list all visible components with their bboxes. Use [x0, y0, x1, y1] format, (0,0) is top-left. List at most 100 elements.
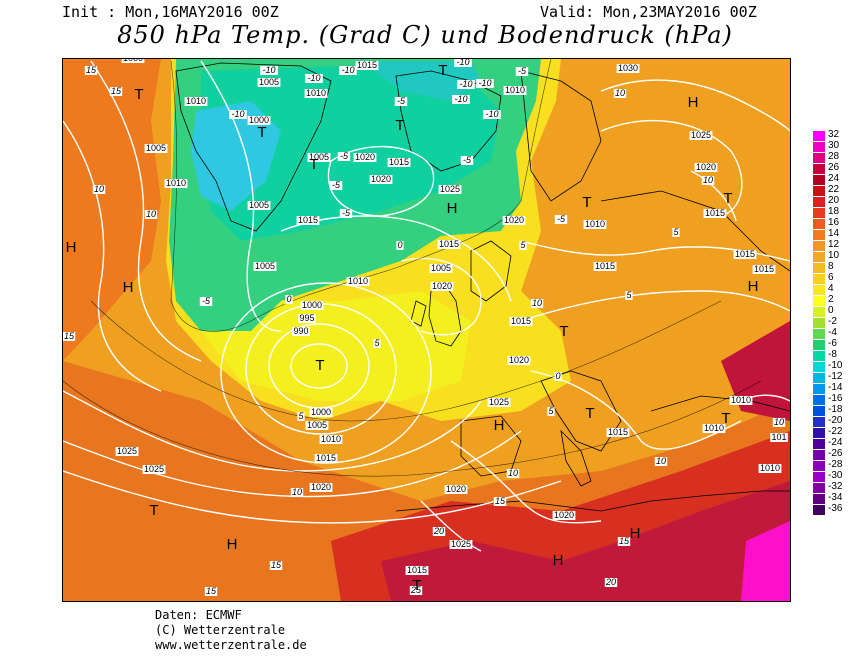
- temperature-label: 15: [63, 331, 76, 341]
- temperature-label: -10: [452, 94, 470, 104]
- map-title: 850 hPa Temp. (Grad C) und Bodendruck (h…: [117, 21, 733, 49]
- svg-text:-5: -5: [397, 96, 406, 106]
- temperature-label: -10: [483, 109, 501, 119]
- scale-label: -32: [828, 481, 843, 492]
- svg-text:1010: 1010: [348, 276, 368, 286]
- svg-text:0: 0: [286, 294, 291, 304]
- scale-swatch: [813, 208, 825, 218]
- temperature-label: 10: [530, 298, 544, 308]
- temperature-label: -10: [454, 59, 472, 67]
- scale-swatch: [813, 153, 825, 163]
- scale-label: 30: [828, 140, 840, 151]
- pressure-label: 1030: [616, 63, 640, 73]
- pressure-label: 1015: [387, 157, 411, 167]
- low-pressure-marker: T: [438, 62, 447, 79]
- pressure-label: 1015: [509, 316, 533, 326]
- scale-entry: -2: [811, 316, 850, 328]
- pressure-label: 1005: [307, 152, 331, 162]
- scale-swatch: [813, 219, 825, 229]
- svg-text:15: 15: [111, 86, 122, 96]
- weather-map[interactable]: 1000100510101010100010151010103010051005…: [62, 58, 791, 602]
- svg-text:1000: 1000: [311, 407, 331, 417]
- svg-text:1020: 1020: [355, 152, 375, 162]
- scale-swatch: [813, 252, 825, 262]
- svg-text:15: 15: [619, 536, 630, 546]
- svg-text:-5: -5: [463, 155, 472, 165]
- low-pressure-marker: T: [721, 410, 730, 427]
- svg-text:1015: 1015: [754, 264, 774, 274]
- svg-text:1000: 1000: [123, 59, 143, 63]
- high-pressure-marker: H: [748, 278, 759, 295]
- svg-text:-10: -10: [456, 59, 469, 67]
- svg-text:20: 20: [605, 577, 616, 587]
- pressure-label: 1005: [257, 77, 281, 87]
- pressure-label: 1015: [593, 261, 617, 271]
- svg-text:1015: 1015: [595, 261, 615, 271]
- svg-text:20: 20: [433, 526, 444, 536]
- pressure-label: 1010: [729, 395, 753, 405]
- pressure-label: 1010: [346, 276, 370, 286]
- pressure-label: 1015: [606, 427, 630, 437]
- scale-swatch: [813, 230, 825, 240]
- svg-text:1005: 1005: [307, 420, 327, 430]
- scale-label: -36: [828, 503, 843, 514]
- map-canvas: 1000100510101010100010151010103010051005…: [63, 59, 790, 601]
- temperature-label: 10: [701, 175, 715, 185]
- pressure-label: 1020: [353, 152, 377, 162]
- scale-swatch: [813, 274, 825, 284]
- svg-text:1015: 1015: [316, 453, 336, 463]
- pressure-label: 1010: [503, 85, 527, 95]
- temperature-label: -5: [339, 208, 353, 218]
- scale-entry: 6: [811, 272, 850, 284]
- scale-label: -30: [828, 470, 843, 481]
- svg-text:-5: -5: [340, 151, 349, 161]
- pressure-label: 1020: [552, 510, 576, 520]
- scale-label: 0: [828, 305, 834, 316]
- scale-entry: 12: [811, 239, 850, 251]
- svg-text:1020: 1020: [311, 482, 331, 492]
- scale-swatch: [813, 241, 825, 251]
- temperature-label: -10: [339, 65, 357, 75]
- pressure-label: 1025: [487, 397, 511, 407]
- scale-label: -2: [828, 316, 837, 327]
- scale-entry: -26: [811, 448, 850, 460]
- scale-entry: -14: [811, 382, 850, 394]
- svg-text:-10: -10: [485, 109, 498, 119]
- temp-field-teal: [201, 63, 501, 241]
- svg-text:-10: -10: [262, 65, 275, 75]
- svg-text:5: 5: [626, 290, 632, 300]
- temp-field-west: [63, 59, 161, 361]
- temp-field-lightyellow: [201, 291, 471, 401]
- svg-text:1010: 1010: [186, 96, 206, 106]
- pressure-label: 1010: [583, 219, 607, 229]
- pressure-label: 990: [292, 326, 310, 336]
- scale-label: 26: [828, 162, 840, 173]
- pressure-label: 1005: [144, 143, 168, 153]
- pressure-label: 1015: [355, 60, 379, 70]
- svg-text:10: 10: [615, 88, 625, 98]
- pressure-label: 1020: [694, 162, 718, 172]
- scale-entry: -4: [811, 327, 850, 339]
- svg-text:1005: 1005: [309, 152, 329, 162]
- scale-label: -28: [828, 459, 843, 470]
- scale-label: 12: [828, 239, 840, 250]
- high-pressure-marker: H: [227, 536, 238, 553]
- scale-swatch: [813, 186, 825, 196]
- pressure-label: 1025: [438, 184, 462, 194]
- pressure-label: 1015: [703, 208, 727, 218]
- scale-label: -26: [828, 448, 843, 459]
- pressure-label: 1005: [429, 263, 453, 273]
- svg-text:5: 5: [673, 227, 679, 237]
- pressure-label: 1020: [369, 174, 393, 184]
- high-pressure-marker: H: [688, 94, 699, 111]
- scale-entry: -24: [811, 437, 850, 449]
- svg-text:1000: 1000: [302, 300, 322, 310]
- temperature-label: 0: [554, 371, 562, 381]
- svg-text:1015: 1015: [298, 215, 318, 225]
- temperature-label: -5: [337, 151, 351, 161]
- credit-url[interactable]: www.wetterzentrale.de: [155, 638, 307, 652]
- scale-entry: -22: [811, 426, 850, 438]
- svg-text:995: 995: [299, 313, 314, 323]
- pressure-label: 1005: [305, 420, 329, 430]
- svg-text:1015: 1015: [735, 249, 755, 259]
